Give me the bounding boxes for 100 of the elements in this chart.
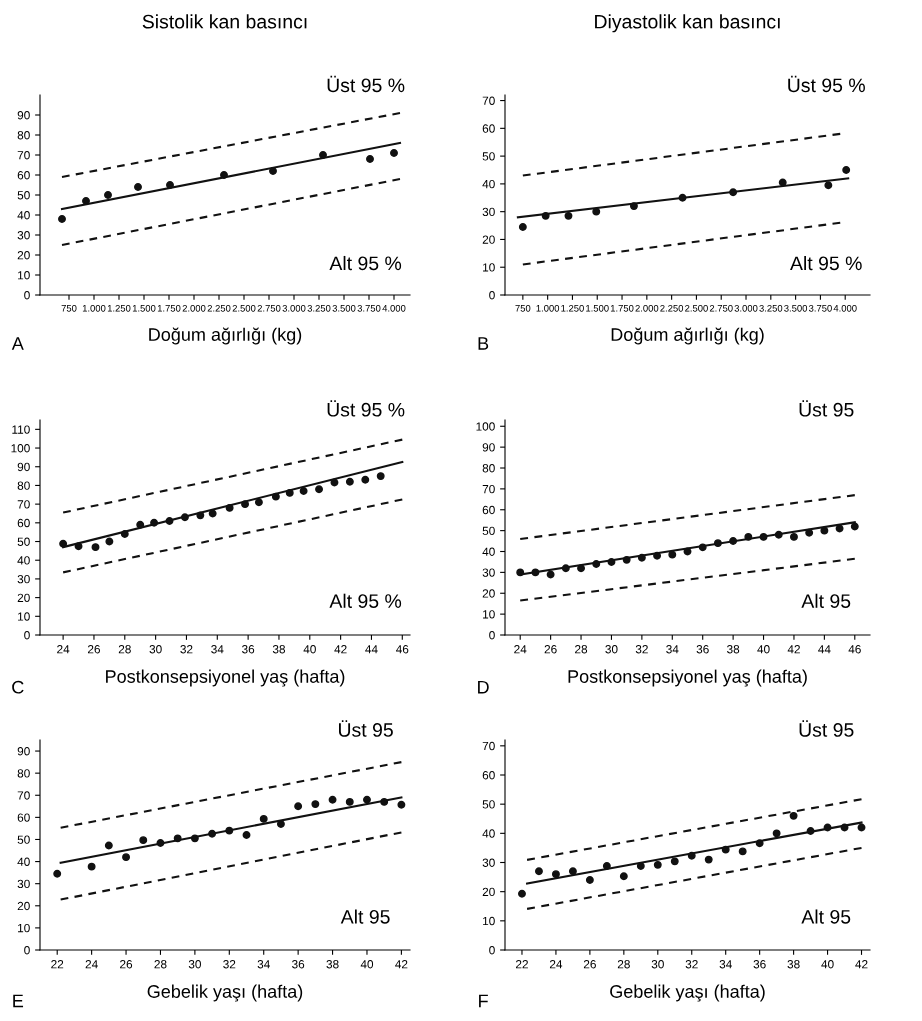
point (134, 183, 142, 191)
x-tick-label: 42 (334, 645, 347, 654)
point (564, 211, 573, 220)
y-tick-label: 70 (17, 791, 30, 800)
x-axis-title: Gebelik yaşı (hafta) (610, 984, 765, 1002)
y-tick-label: 30 (17, 574, 30, 584)
point (59, 539, 68, 548)
x-tick-label: 1.500 (586, 304, 609, 312)
point (602, 862, 611, 870)
x-axis-title: Gebelik yaşı (hafta) (147, 984, 303, 1002)
x-tick-label: 1.250 (107, 304, 131, 312)
x-tick-label: 28 (575, 645, 588, 654)
point (173, 834, 182, 843)
y-tick-label: 100 (11, 444, 30, 453)
point (330, 478, 339, 487)
x-tick-label: 44 (818, 645, 831, 654)
y-tick-label: 110 (12, 425, 30, 434)
y-tick-label: 30 (17, 879, 30, 889)
x-tick-label: 30 (651, 960, 664, 969)
point (345, 477, 354, 486)
y-tick-label: 60 (482, 771, 495, 780)
point (269, 167, 277, 175)
point (516, 568, 525, 577)
point (790, 532, 798, 541)
x-tick-label: 24 (85, 960, 98, 969)
y-tick-label: 70 (482, 96, 495, 105)
point (165, 517, 174, 525)
text: C (12, 680, 24, 694)
point (713, 539, 722, 548)
point (139, 836, 148, 845)
x-tick-label: 22 (51, 960, 64, 969)
x-tick-label: 36 (753, 960, 766, 969)
x-tick-label: 2.500 (685, 304, 708, 312)
chart-title: Sistolik kan basıncı (142, 14, 307, 29)
point (208, 509, 217, 518)
text: Üst 95 % (327, 400, 405, 417)
point (376, 472, 385, 481)
point (315, 485, 323, 494)
x-tick-label: 44 (365, 645, 378, 654)
x-tick-label: 28 (154, 960, 167, 969)
y-tick-label: 50 (482, 526, 495, 536)
x-tick-label: 30 (605, 645, 618, 654)
point (518, 222, 527, 231)
y-tick-label: 90 (17, 747, 30, 756)
y-tick-label: 50 (17, 835, 30, 844)
point (670, 857, 679, 866)
point (276, 820, 285, 828)
point (380, 797, 389, 806)
annotation: Alt 95 % (329, 255, 402, 271)
point (755, 839, 764, 848)
y-tick-label: 20 (482, 887, 495, 897)
x-tick-label: 46 (848, 645, 861, 654)
x-tick-label: 3.000 (282, 304, 306, 312)
y-tick-label: 30 (17, 231, 30, 240)
y-tick-label: 70 (17, 151, 30, 160)
point (704, 855, 713, 864)
x-tick-label: 3.750 (357, 304, 381, 312)
x-tick-label: 38 (727, 645, 740, 654)
point (806, 827, 815, 835)
y-tick-label: 70 (17, 500, 30, 509)
y-tick-label: 20 (17, 593, 30, 602)
x-tick-label: 3.500 (332, 304, 356, 312)
y-tick-label: 80 (17, 769, 30, 778)
x-tick-label: 32 (685, 960, 698, 969)
x-tick-label: 2.750 (257, 304, 281, 312)
x-tick-label: 42 (855, 960, 868, 969)
point (653, 860, 662, 869)
y-tick-label: 60 (482, 505, 495, 515)
annotation: Alt 95 (801, 909, 851, 924)
x-tick-label: 30 (188, 960, 201, 969)
y-tick-label: 40 (482, 179, 495, 189)
x-tick-label: 3.250 (759, 304, 783, 312)
x-tick-label: 2.000 (635, 304, 659, 312)
x-tick-label: 42 (395, 960, 408, 969)
x-tick-label: 24 (549, 960, 563, 969)
x-tick-label: 4.000 (833, 304, 857, 312)
point (592, 560, 601, 568)
y-tick-label: 10 (18, 923, 30, 933)
y-tick-label: 20 (17, 251, 30, 260)
y-tick-label: 0 (489, 631, 495, 640)
x-axis-title: Doğum ağırlığı (kg) (611, 327, 764, 345)
point (363, 795, 371, 804)
point (220, 171, 228, 179)
y-tick-label: 70 (482, 741, 495, 751)
point (156, 839, 165, 847)
x-tick-label: 26 (583, 960, 596, 969)
x-tick-label: 1.500 (132, 304, 156, 312)
x-axis-title: Doğum ağırlığı (kg) (149, 327, 302, 345)
y-tick-label: 100 (476, 422, 495, 431)
point (254, 498, 263, 507)
x-tick-label: 750 (515, 304, 531, 312)
point (850, 522, 859, 531)
x-tick-label: 1.750 (610, 304, 634, 312)
y-tick-label: 80 (17, 131, 30, 140)
y-tick-label: 50 (482, 152, 495, 161)
x-tick-label: 32 (180, 645, 193, 654)
point (390, 149, 398, 157)
point (840, 823, 849, 832)
point (721, 845, 730, 854)
point (105, 537, 114, 546)
